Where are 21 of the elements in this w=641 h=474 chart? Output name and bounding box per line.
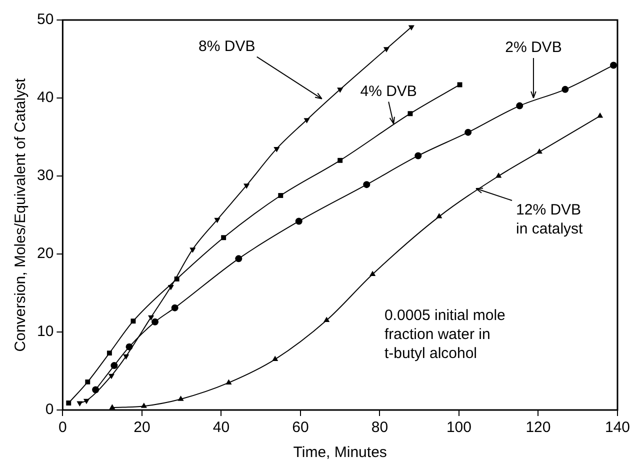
x-tick-label: 100 (446, 419, 472, 436)
x-tick-label: 40 (212, 419, 230, 436)
y-tick-label: 10 (36, 323, 54, 340)
x-tick-label: 140 (604, 419, 630, 436)
y-tick-label: 20 (36, 245, 54, 262)
annotation: 2% DVB (505, 39, 562, 56)
annotation: 0.0005 initial mole fraction water in t-butyl alcohol (384, 307, 506, 362)
y-tick-label: 30 (36, 167, 54, 184)
annotation: 8% DVB (198, 38, 256, 55)
annotation: 4% DVB (360, 82, 417, 100)
x-tick-label: 60 (292, 419, 309, 436)
x-tick-label: 120 (526, 419, 551, 436)
x-axis-title: Time, Minutes (293, 444, 387, 462)
x-tick-label: 0 (58, 419, 67, 436)
y-axis-title: Conversion, Moles/Equivalent of Catalyst (12, 77, 30, 352)
y-tick-label: 50 (36, 11, 54, 28)
y-tick-label: 40 (36, 89, 54, 106)
x-tick-label: 20 (134, 419, 150, 436)
annotation: 12% DVB in catalyst (516, 202, 584, 238)
y-tick-label: 0 (45, 401, 54, 418)
x-tick-label: 80 (371, 419, 388, 436)
